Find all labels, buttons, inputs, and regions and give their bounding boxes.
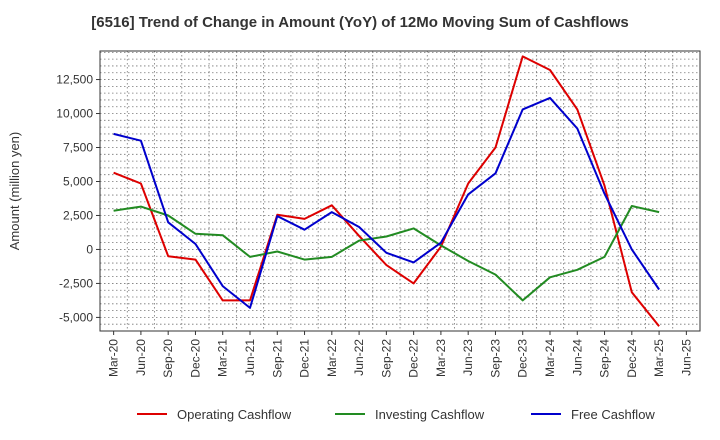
y-tick-label: 0: [86, 242, 93, 256]
legend-label-free-cashflow: Free Cashflow: [571, 407, 655, 422]
x-tick-label: Dec-22: [407, 339, 421, 378]
x-tick-label: Mar-23: [434, 339, 448, 377]
x-tick-label: Mar-21: [216, 339, 230, 377]
y-tick-label: 10,000: [56, 107, 93, 121]
x-tick-label: Sep-24: [598, 339, 612, 378]
series-layer: [113, 55, 660, 327]
y-tick-label: 12,500: [56, 73, 93, 87]
series-line-free-cashflow: [113, 96, 660, 309]
x-tick-label: Jun-20: [134, 339, 148, 376]
x-tick-label: Jun-23: [461, 339, 475, 376]
x-tick-label: Sep-21: [270, 339, 284, 378]
x-tick-label: Dec-20: [188, 339, 202, 378]
x-tick-label: Sep-22: [379, 339, 393, 378]
legend: Operating Cashflow Investing Cashflow Free…: [137, 407, 655, 422]
chart-title: [6516] Trend of Change in Amount (YoY) o…: [91, 14, 629, 31]
y-tick-label: -5,000: [59, 310, 93, 324]
x-tick-label: Dec-23: [516, 339, 530, 378]
y-tick-label: 5,000: [63, 174, 93, 188]
series-line-investing-cashflow: [113, 205, 660, 302]
x-tick-label: Dec-21: [298, 339, 312, 378]
y-axis-label: Amount (million yen): [7, 132, 22, 251]
x-tick-label: Sep-20: [161, 339, 175, 378]
x-tick-label: Mar-20: [107, 339, 121, 377]
x-tick-label: Jun-21: [243, 339, 257, 376]
x-tick-label: Jun-24: [570, 339, 584, 376]
x-tick-label: Jun-22: [352, 339, 366, 376]
plot-frame: [99, 50, 701, 332]
x-tick-label: Sep-23: [488, 339, 502, 378]
legend-label-operating-cashflow: Operating Cashflow: [177, 407, 292, 422]
x-tick-label: Mar-22: [325, 339, 339, 377]
y-tick-label: 2,500: [63, 208, 93, 222]
legend-label-investing-cashflow: Investing Cashflow: [375, 407, 485, 422]
x-tick-label: Mar-25: [652, 339, 666, 377]
x-tick-label: Mar-24: [543, 339, 557, 377]
x-tick-label: Dec-24: [625, 339, 639, 378]
series-line-operating-cashflow: [113, 55, 660, 327]
x-tick-label: Jun-25: [679, 339, 693, 376]
axes: -5,000 -2,500 0 2,500 5,000 7,500 10,000 12,500…: [7, 50, 701, 378]
y-tick-label: -2,500: [59, 276, 93, 290]
y-tick-label: 7,500: [63, 141, 93, 155]
